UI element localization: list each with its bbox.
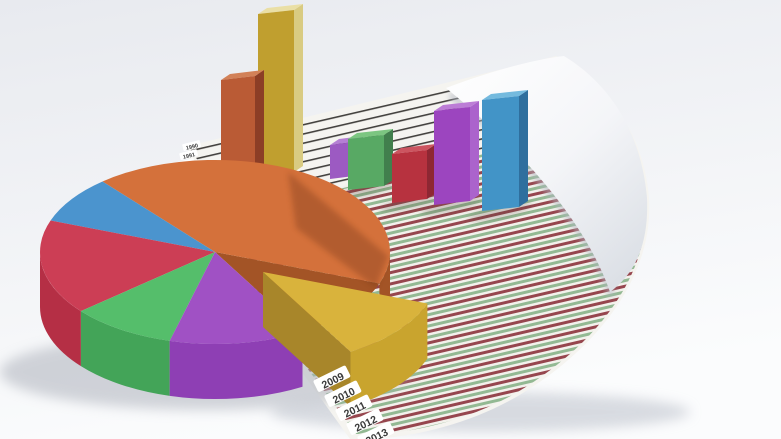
year-chip — [357, 421, 395, 439]
bar-front — [392, 150, 427, 203]
pie-slice-gold-exploded — [263, 272, 428, 407]
bar-side — [470, 101, 479, 201]
year-chip — [335, 394, 373, 421]
bar-front — [221, 76, 255, 174]
bar-side — [384, 129, 393, 186]
pie-chart — [0, 159, 428, 410]
pie-wall-green — [80, 311, 170, 396]
year-text: 1991 — [182, 152, 195, 161]
year-text: 1990 — [185, 143, 198, 152]
year-chip — [324, 380, 362, 407]
pie-slice-red — [40, 220, 215, 312]
bar-shadow — [420, 196, 484, 216]
bar-front — [482, 96, 519, 211]
bar-front — [434, 107, 470, 205]
bar-blue — [482, 90, 528, 211]
bar-chart — [221, 4, 533, 222]
year-label: 1990 — [182, 140, 202, 152]
year-labels-bottom: 2009 2010 2011 2012 2013 — [313, 365, 395, 439]
bar-gold — [258, 4, 303, 176]
bar-side — [427, 144, 436, 199]
year-chip — [182, 140, 202, 151]
bar-top — [348, 129, 393, 139]
bar-top — [482, 90, 528, 100]
bar-top — [221, 70, 264, 80]
bar-front — [348, 135, 384, 190]
bar-side — [255, 70, 264, 170]
pie-gold-wall — [350, 303, 428, 407]
bar-top — [258, 4, 303, 14]
pie-wall-red — [40, 252, 81, 367]
pie-slice-blue — [50, 181, 215, 252]
year-chip — [179, 149, 199, 160]
bar-front — [258, 10, 294, 176]
pie-gold-cut-face — [263, 272, 351, 407]
year-chip — [346, 408, 384, 435]
bar-top — [434, 101, 479, 111]
year-label: 1991 — [179, 149, 199, 161]
pie-slice-green — [80, 252, 216, 341]
bar-red — [392, 144, 436, 203]
bar-orange — [221, 70, 264, 174]
bar-green — [348, 129, 393, 190]
pie-surface-shadow — [288, 172, 388, 288]
pie-slice-orange — [102, 159, 390, 284]
pie-gold-top — [263, 272, 428, 352]
bar-side — [294, 4, 303, 172]
pie-wall-purple — [169, 331, 303, 400]
year-chip — [313, 365, 351, 392]
bar-side — [519, 90, 528, 207]
bar-top — [392, 144, 436, 154]
bar-purple — [434, 101, 479, 205]
